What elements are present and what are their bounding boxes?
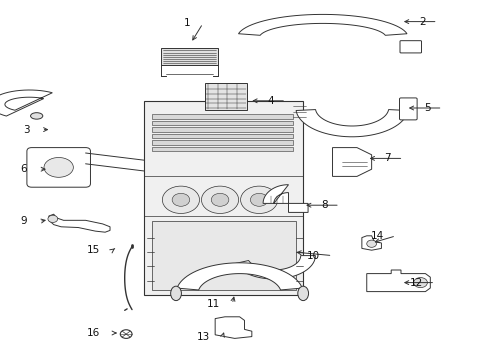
Circle shape [240, 186, 277, 213]
Bar [161, 48, 217, 65]
Ellipse shape [297, 286, 308, 301]
Bar [151, 127, 293, 132]
Text: 9: 9 [20, 216, 27, 226]
Polygon shape [177, 263, 302, 290]
Bar [151, 221, 295, 290]
Polygon shape [366, 270, 429, 292]
Text: 16: 16 [87, 328, 100, 338]
Ellipse shape [30, 113, 43, 119]
Polygon shape [332, 148, 371, 176]
Polygon shape [361, 236, 381, 250]
Polygon shape [144, 101, 303, 295]
Bar [151, 134, 293, 138]
Circle shape [120, 330, 132, 338]
Text: 13: 13 [197, 332, 210, 342]
Polygon shape [234, 256, 315, 279]
Text: 5: 5 [423, 103, 429, 113]
Text: 7: 7 [384, 153, 390, 163]
Circle shape [48, 215, 58, 222]
Circle shape [162, 186, 199, 213]
Polygon shape [238, 14, 406, 35]
Polygon shape [0, 90, 52, 116]
Circle shape [413, 278, 427, 288]
Text: 4: 4 [266, 96, 273, 106]
Polygon shape [49, 214, 110, 232]
Text: 1: 1 [183, 18, 190, 28]
Text: 10: 10 [306, 251, 320, 261]
Circle shape [201, 186, 238, 213]
FancyBboxPatch shape [399, 98, 416, 120]
Bar [151, 147, 293, 151]
Bar [151, 114, 293, 119]
Ellipse shape [44, 157, 73, 177]
Text: 11: 11 [206, 299, 220, 309]
Text: 8: 8 [320, 200, 327, 210]
Bar [151, 140, 293, 145]
FancyBboxPatch shape [399, 41, 421, 53]
Circle shape [211, 193, 228, 206]
FancyBboxPatch shape [27, 148, 90, 187]
Ellipse shape [170, 286, 181, 301]
Bar [205, 83, 246, 110]
Text: 3: 3 [22, 125, 29, 135]
Polygon shape [295, 109, 407, 137]
Circle shape [250, 193, 267, 206]
Text: 6: 6 [20, 164, 27, 174]
Text: 12: 12 [409, 278, 422, 288]
Circle shape [172, 193, 189, 206]
Bar [151, 121, 293, 125]
Circle shape [366, 240, 376, 247]
Polygon shape [215, 317, 251, 338]
Text: 2: 2 [418, 17, 425, 27]
Text: 15: 15 [87, 245, 100, 255]
Text: 14: 14 [370, 231, 383, 241]
Polygon shape [263, 185, 307, 212]
